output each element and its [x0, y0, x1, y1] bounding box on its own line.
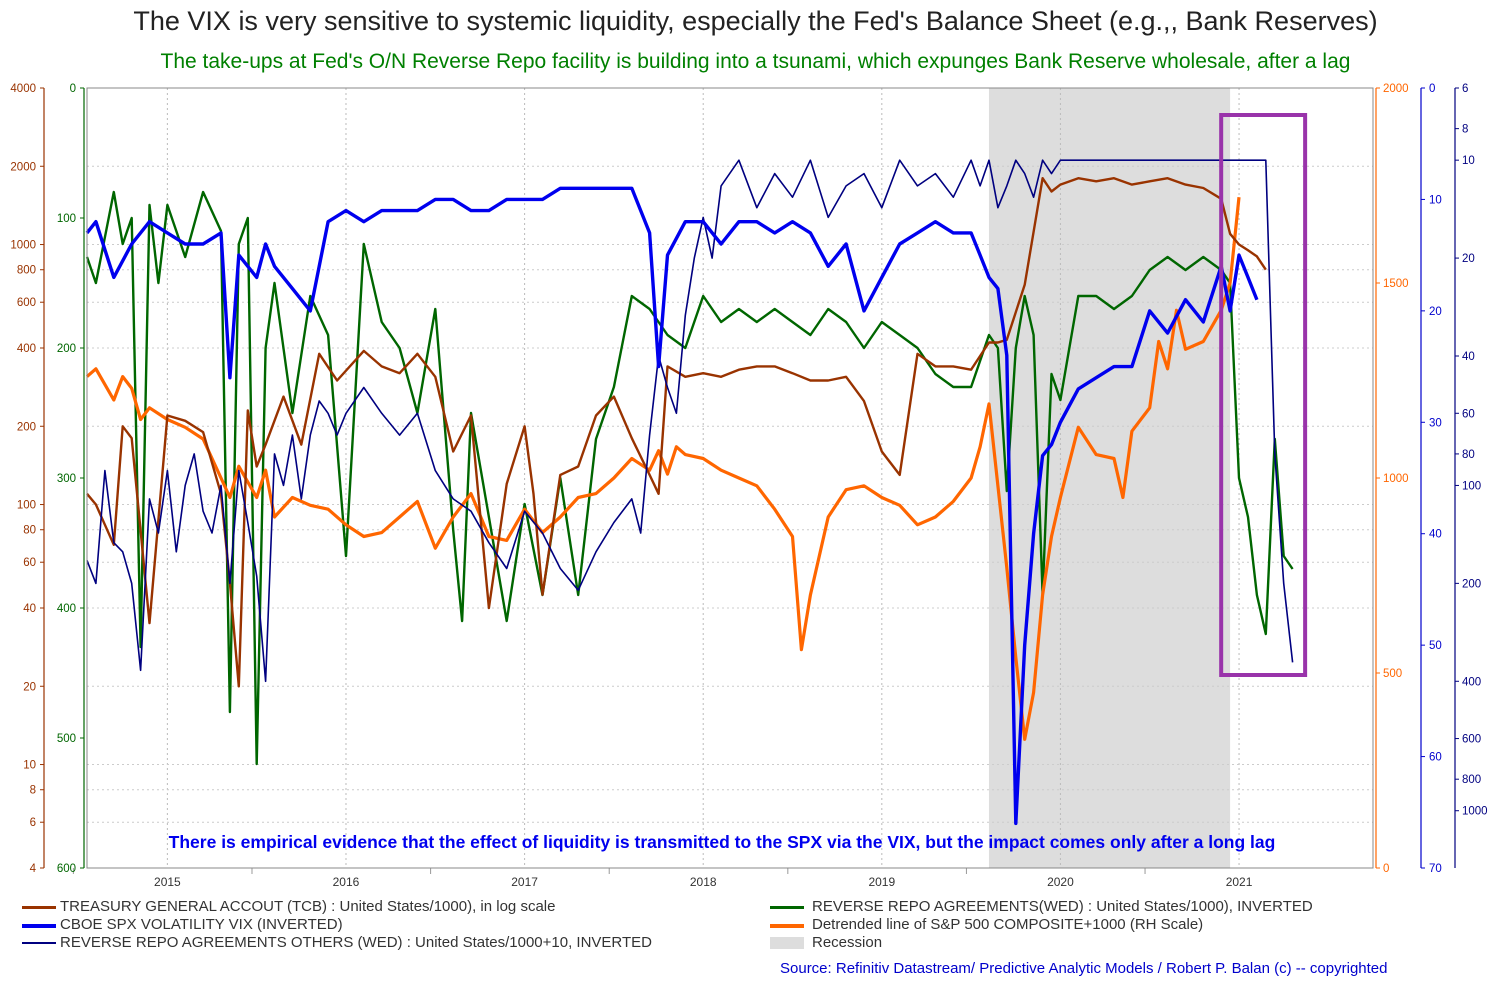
left-axis-tga-label: 4 [30, 863, 37, 875]
right-axis-spx-label: 1000 [1383, 473, 1409, 485]
left-axis-tga-label: 600 [17, 297, 36, 309]
legend-spx: Detrended line of S&P 500 COMPOSITE+1000… [812, 916, 1204, 933]
legend-rrp: REVERSE REPO AGREEMENTS(WED) : United St… [812, 898, 1313, 915]
legend-recession: Recession [812, 934, 883, 951]
right-axis-rrp-others-label: 400 [1462, 676, 1481, 688]
legend-swatch-vix [22, 924, 56, 928]
right-axis-vix-label: 10 [1429, 194, 1442, 206]
left-axis-tga-label: 1000 [10, 240, 36, 252]
right-axis-rrp-others-label: 100 [1462, 480, 1481, 492]
legend-rrp-others: REVERSE REPO AGREEMENTS OTHERS (WED) : U… [60, 934, 652, 951]
left-axis-rrp-label: 300 [57, 473, 76, 485]
legend-swatch-tga [22, 906, 56, 909]
legend-swatch-spx [770, 924, 804, 928]
legend-swatch-recession [770, 937, 804, 949]
highlight-box [1219, 113, 1308, 677]
right-axis-vix-label: 20 [1429, 306, 1442, 318]
x-tick-label: 2019 [868, 875, 895, 889]
left-axis-tga-label: 100 [17, 500, 36, 512]
left-axis-tga-label: 40 [23, 603, 36, 615]
right-axis-vix-label: 50 [1429, 640, 1442, 652]
series-rrp-others [86, 159, 1294, 683]
left-axis-rrp-label: 100 [57, 213, 76, 225]
left-axis-tga-label: 4000 [10, 83, 36, 95]
right-axis-rrp-others-label: 60 [1462, 408, 1475, 420]
x-tick-label: 2021 [1226, 875, 1253, 889]
series-rrp [85, 190, 1294, 766]
left-axis-tga-label: 6 [30, 817, 36, 829]
chart-subtitle: The take-ups at Fed's O/N Reverse Repo f… [160, 50, 1351, 73]
source-note: Source: Refinitiv Datastream/ Predictive… [780, 960, 1388, 977]
right-axis-spx-label: 1500 [1383, 278, 1409, 290]
x-tick-label: 2015 [154, 875, 181, 889]
plot-frame [86, 87, 1374, 869]
legend-swatch-rrp [770, 906, 804, 909]
right-axis-rrp-others-label: 20 [1462, 253, 1475, 265]
right-axis-vix-label: 70 [1429, 863, 1442, 875]
left-axis-rrp-label: 600 [57, 863, 76, 875]
right-axis-spx-label: 500 [1383, 668, 1402, 680]
left-axis-tga-label: 800 [17, 265, 36, 277]
legend-swatch-rrp-others [22, 942, 56, 944]
chart-title: The VIX is very sensitive to systemic li… [133, 6, 1378, 36]
right-axis-vix-label: 60 [1429, 752, 1442, 764]
right-axis-spx-label: 0 [1383, 863, 1389, 875]
right-axis-rrp-others-label: 600 [1462, 734, 1481, 746]
left-axis-tga-label: 200 [17, 421, 36, 433]
series-vix [85, 186, 1259, 826]
right-axis-rrp-others-label: 10 [1462, 155, 1475, 167]
right-axis-rrp-others-label: 800 [1462, 774, 1481, 786]
right-axis-rrp-others-label: 6 [1462, 83, 1468, 95]
x-tick-label: 2018 [690, 875, 717, 889]
left-axis-tga-label: 60 [23, 557, 36, 569]
recession-band [988, 88, 1231, 868]
right-axis-rrp-others-label: 8 [1462, 124, 1468, 136]
right-axis-vix-label: 40 [1429, 529, 1442, 541]
right-axis-rrp-others-label: 80 [1462, 449, 1475, 461]
left-axis-tga-label: 2000 [10, 161, 36, 173]
x-tick-label: 2017 [511, 875, 538, 889]
right-axis-spx-label: 2000 [1383, 83, 1409, 95]
right-axis-vix-label: 30 [1429, 417, 1442, 429]
x-tick-label: 2020 [1047, 875, 1074, 889]
left-axis-tga-label: 80 [23, 525, 36, 537]
left-axis-tga-label: 20 [23, 681, 36, 693]
left-axis-tga-label: 8 [30, 785, 36, 797]
right-axis-vix-label: 0 [1429, 83, 1435, 95]
legend-tga: TREASURY GENERAL ACCOUT (TCB) : United S… [60, 898, 556, 915]
left-axis-rrp-label: 500 [57, 733, 76, 745]
series-tga [86, 176, 1267, 688]
left-axis-rrp-label: 0 [70, 83, 76, 95]
left-axis-rrp-label: 200 [57, 343, 76, 355]
left-axis-rrp-label: 400 [57, 603, 76, 615]
left-axis-tga-label: 400 [17, 343, 36, 355]
right-axis-rrp-others-label: 200 [1462, 578, 1481, 590]
legend-vix: CBOE SPX VOLATILITY VIX (INVERTED) [60, 916, 343, 933]
x-tick-label: 2016 [333, 875, 360, 889]
right-axis-rrp-others-label: 1000 [1462, 806, 1488, 818]
left-axis-tga-label: 10 [23, 760, 36, 772]
series-spx [85, 197, 1241, 741]
annotation-text: There is empirical evidence that the eff… [169, 832, 1276, 852]
right-axis-rrp-others-label: 40 [1462, 351, 1475, 363]
